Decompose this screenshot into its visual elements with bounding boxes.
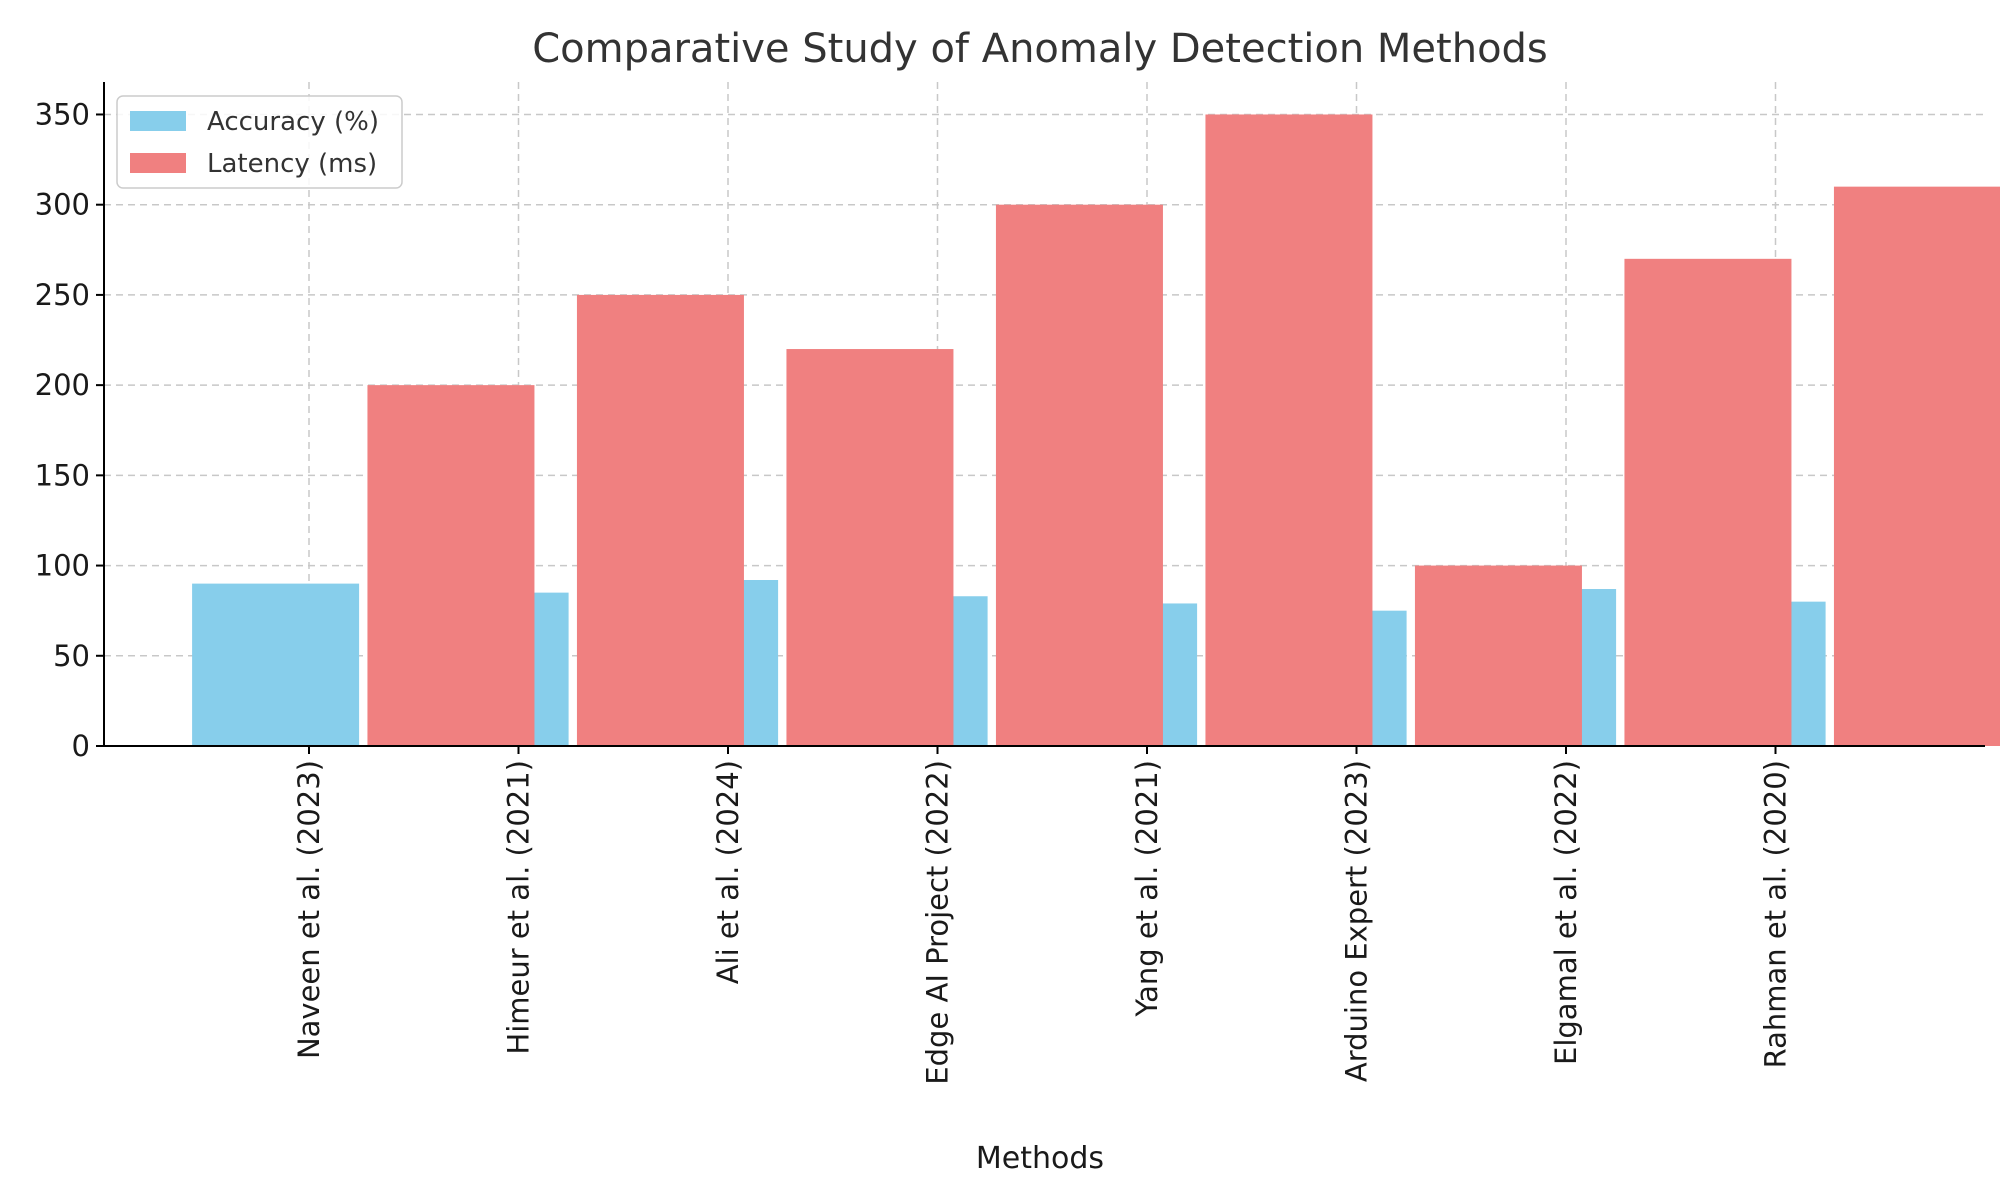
x-tick-label-7: Rahman et al. (2020) [1759, 760, 1793, 1068]
bars [192, 114, 2000, 747]
y-tick-label-0: 0 [72, 729, 90, 763]
bar-latency-3 [995, 204, 1163, 746]
bar-latency-2 [786, 349, 954, 746]
legend-label-1: Latency (ms) [207, 149, 377, 179]
y-axis-ticks: 0 50 100 150 200 250 300 350 [35, 97, 104, 763]
bar-latency-5 [1414, 565, 1582, 746]
x-tick-label-1: Himeur et al. (2021) [502, 760, 536, 1055]
x-tick-label-6: Elgamal et al. (2022) [1549, 760, 1583, 1065]
bar-latency-7 [1833, 186, 2000, 747]
y-tick-label-6: 300 [35, 188, 90, 222]
axes [103, 82, 1985, 747]
legend-frame [116, 95, 403, 189]
bar-accuracy-0 [192, 583, 360, 746]
y-tick-label-5: 250 [35, 278, 90, 312]
x-tick-label-3: Edge AI Project (2022) [921, 760, 955, 1085]
x-tick-label-2: Ali et al. (2024) [711, 760, 745, 984]
bar-latency-4 [1205, 114, 1373, 746]
legend-label-0: Accuracy (%) [207, 107, 379, 137]
x-tick-label-5: Arduino Expert (2023) [1340, 760, 1374, 1082]
x-axis-label: Methods [976, 1141, 1104, 1176]
chart-title: Comparative Study of Anomaly Detection M… [532, 26, 1548, 72]
bar-latency-1 [576, 294, 744, 746]
x-tick-label-0: Naveen et al. (2023) [292, 760, 326, 1059]
bar-latency-6 [1624, 258, 1792, 746]
legend-swatch-1 [130, 153, 186, 173]
x-axis-ticks: Naveen et al. (2023) Himeur et al. (2021)… [292, 746, 1793, 1085]
y-tick-label-7: 350 [35, 97, 90, 131]
legend-swatch-0 [130, 111, 186, 131]
y-tick-label-1: 50 [53, 639, 90, 673]
y-tick-label-4: 200 [35, 368, 90, 402]
bar-latency-0 [367, 385, 535, 746]
x-tick-label-4: Yang et al. (2021) [1130, 760, 1164, 1018]
y-tick-label-2: 100 [35, 549, 90, 583]
legend: Accuracy (%) Latency (ms) [116, 95, 403, 189]
y-tick-label-3: 150 [35, 458, 90, 492]
